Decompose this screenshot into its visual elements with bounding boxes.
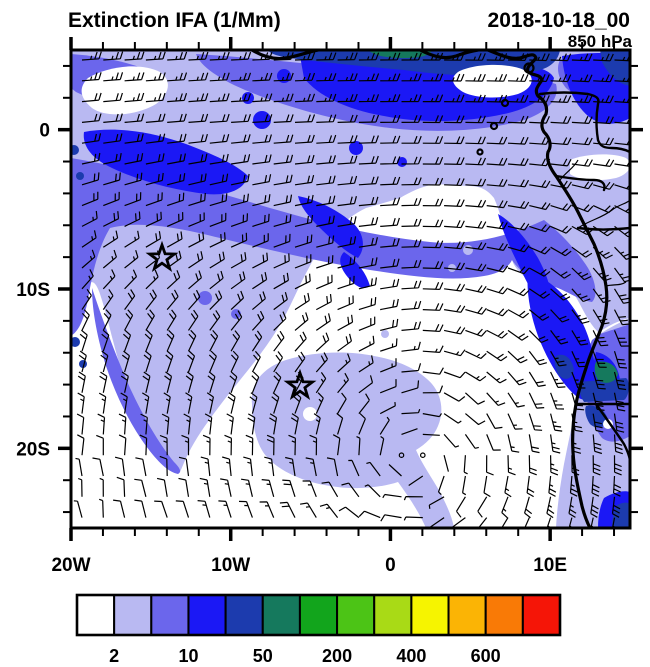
colorbar-segment bbox=[113, 594, 153, 636]
extinction-10-25-topleft bbox=[83, 129, 248, 195]
contour-spot bbox=[71, 145, 79, 155]
marker-layer bbox=[145, 240, 317, 400]
wind-barbs bbox=[73, 51, 630, 528]
extinction-25-50-se-corner bbox=[612, 502, 630, 528]
extinction-25-50-ne-corner bbox=[600, 50, 630, 86]
bioko-island-circle bbox=[523, 62, 535, 74]
colorbar-label-400: 400 bbox=[396, 646, 426, 666]
colorbar-label-50: 50 bbox=[253, 646, 273, 666]
colorbar-label-2: 2 bbox=[109, 646, 119, 666]
calm-wind-circle bbox=[419, 452, 426, 459]
colorbar-segment bbox=[373, 594, 413, 636]
ascension-island-star bbox=[145, 240, 179, 272]
contour-spot bbox=[242, 92, 254, 104]
wind-barb-layer bbox=[73, 51, 630, 528]
colorbar-label-200: 200 bbox=[322, 646, 352, 666]
country-border bbox=[576, 226, 630, 231]
extinction-2-5-st-helena-blob bbox=[251, 352, 454, 528]
river bbox=[605, 281, 627, 287]
contour-spot bbox=[303, 407, 317, 421]
y-axis-label-0: 0 bbox=[39, 121, 50, 142]
contour-spot bbox=[277, 69, 291, 83]
colorbar: 2 10 50 200 400 600 bbox=[75, 593, 562, 666]
contour-spot bbox=[71, 337, 80, 347]
clear-patch-land bbox=[570, 154, 630, 181]
river bbox=[559, 159, 579, 181]
x-axis-label-20W: 20W bbox=[51, 555, 90, 576]
contour-spot bbox=[198, 291, 212, 305]
plot-level: 850 hPa bbox=[568, 32, 633, 51]
contour-layer bbox=[71, 50, 630, 528]
contour-spot bbox=[349, 141, 363, 155]
axis-layer: 20W 10W 0 10E 0 10S 20S bbox=[16, 37, 643, 576]
colorbar-segment bbox=[224, 594, 264, 636]
colorbar-segment bbox=[187, 594, 227, 636]
colorbar-segment bbox=[410, 594, 450, 636]
country-border bbox=[538, 91, 630, 154]
map-area bbox=[71, 50, 630, 528]
colorbar-label-600: 600 bbox=[471, 646, 501, 666]
colorbar-segment bbox=[521, 594, 561, 636]
calm-wind-circle bbox=[398, 452, 405, 459]
y-axis-label-20S: 20S bbox=[16, 439, 50, 460]
country-border bbox=[554, 174, 606, 192]
plot-datetime: 2018-10-18_00 bbox=[488, 9, 630, 32]
extinction-10-25-fingers bbox=[298, 196, 370, 289]
annobon-island-circle bbox=[476, 148, 484, 156]
plot-title: Extinction IFA (1/Mm) bbox=[68, 9, 281, 32]
st-helena-star bbox=[283, 368, 317, 400]
extinction-25-50-namibia bbox=[578, 378, 629, 428]
contour-spot bbox=[253, 111, 271, 129]
x-axis-label-0: 0 bbox=[385, 555, 396, 576]
contour-spot bbox=[381, 330, 389, 338]
extinction-5-10-band bbox=[71, 158, 596, 336]
colorbar-outline bbox=[75, 593, 562, 637]
colorbar-segment bbox=[447, 594, 487, 636]
colorbar-segment bbox=[76, 594, 116, 636]
colorbar-label-10: 10 bbox=[178, 646, 198, 666]
colorbar-segment bbox=[336, 594, 376, 636]
colorbar-segment bbox=[484, 594, 524, 636]
colorbar-segment bbox=[261, 594, 301, 636]
x-axis-label-10W: 10W bbox=[211, 555, 250, 576]
y-axis-label-10S: 10S bbox=[16, 280, 50, 301]
extinction-25-50-coast-spot bbox=[554, 354, 574, 379]
contour-spot bbox=[76, 172, 84, 180]
clear-patch-topleft bbox=[81, 66, 168, 115]
colorbar-segment bbox=[150, 594, 190, 636]
colorbar-segment bbox=[298, 594, 339, 636]
contour-spot bbox=[448, 264, 456, 272]
x-axis-label-10E: 10E bbox=[533, 555, 567, 576]
contour-spot bbox=[463, 245, 473, 255]
